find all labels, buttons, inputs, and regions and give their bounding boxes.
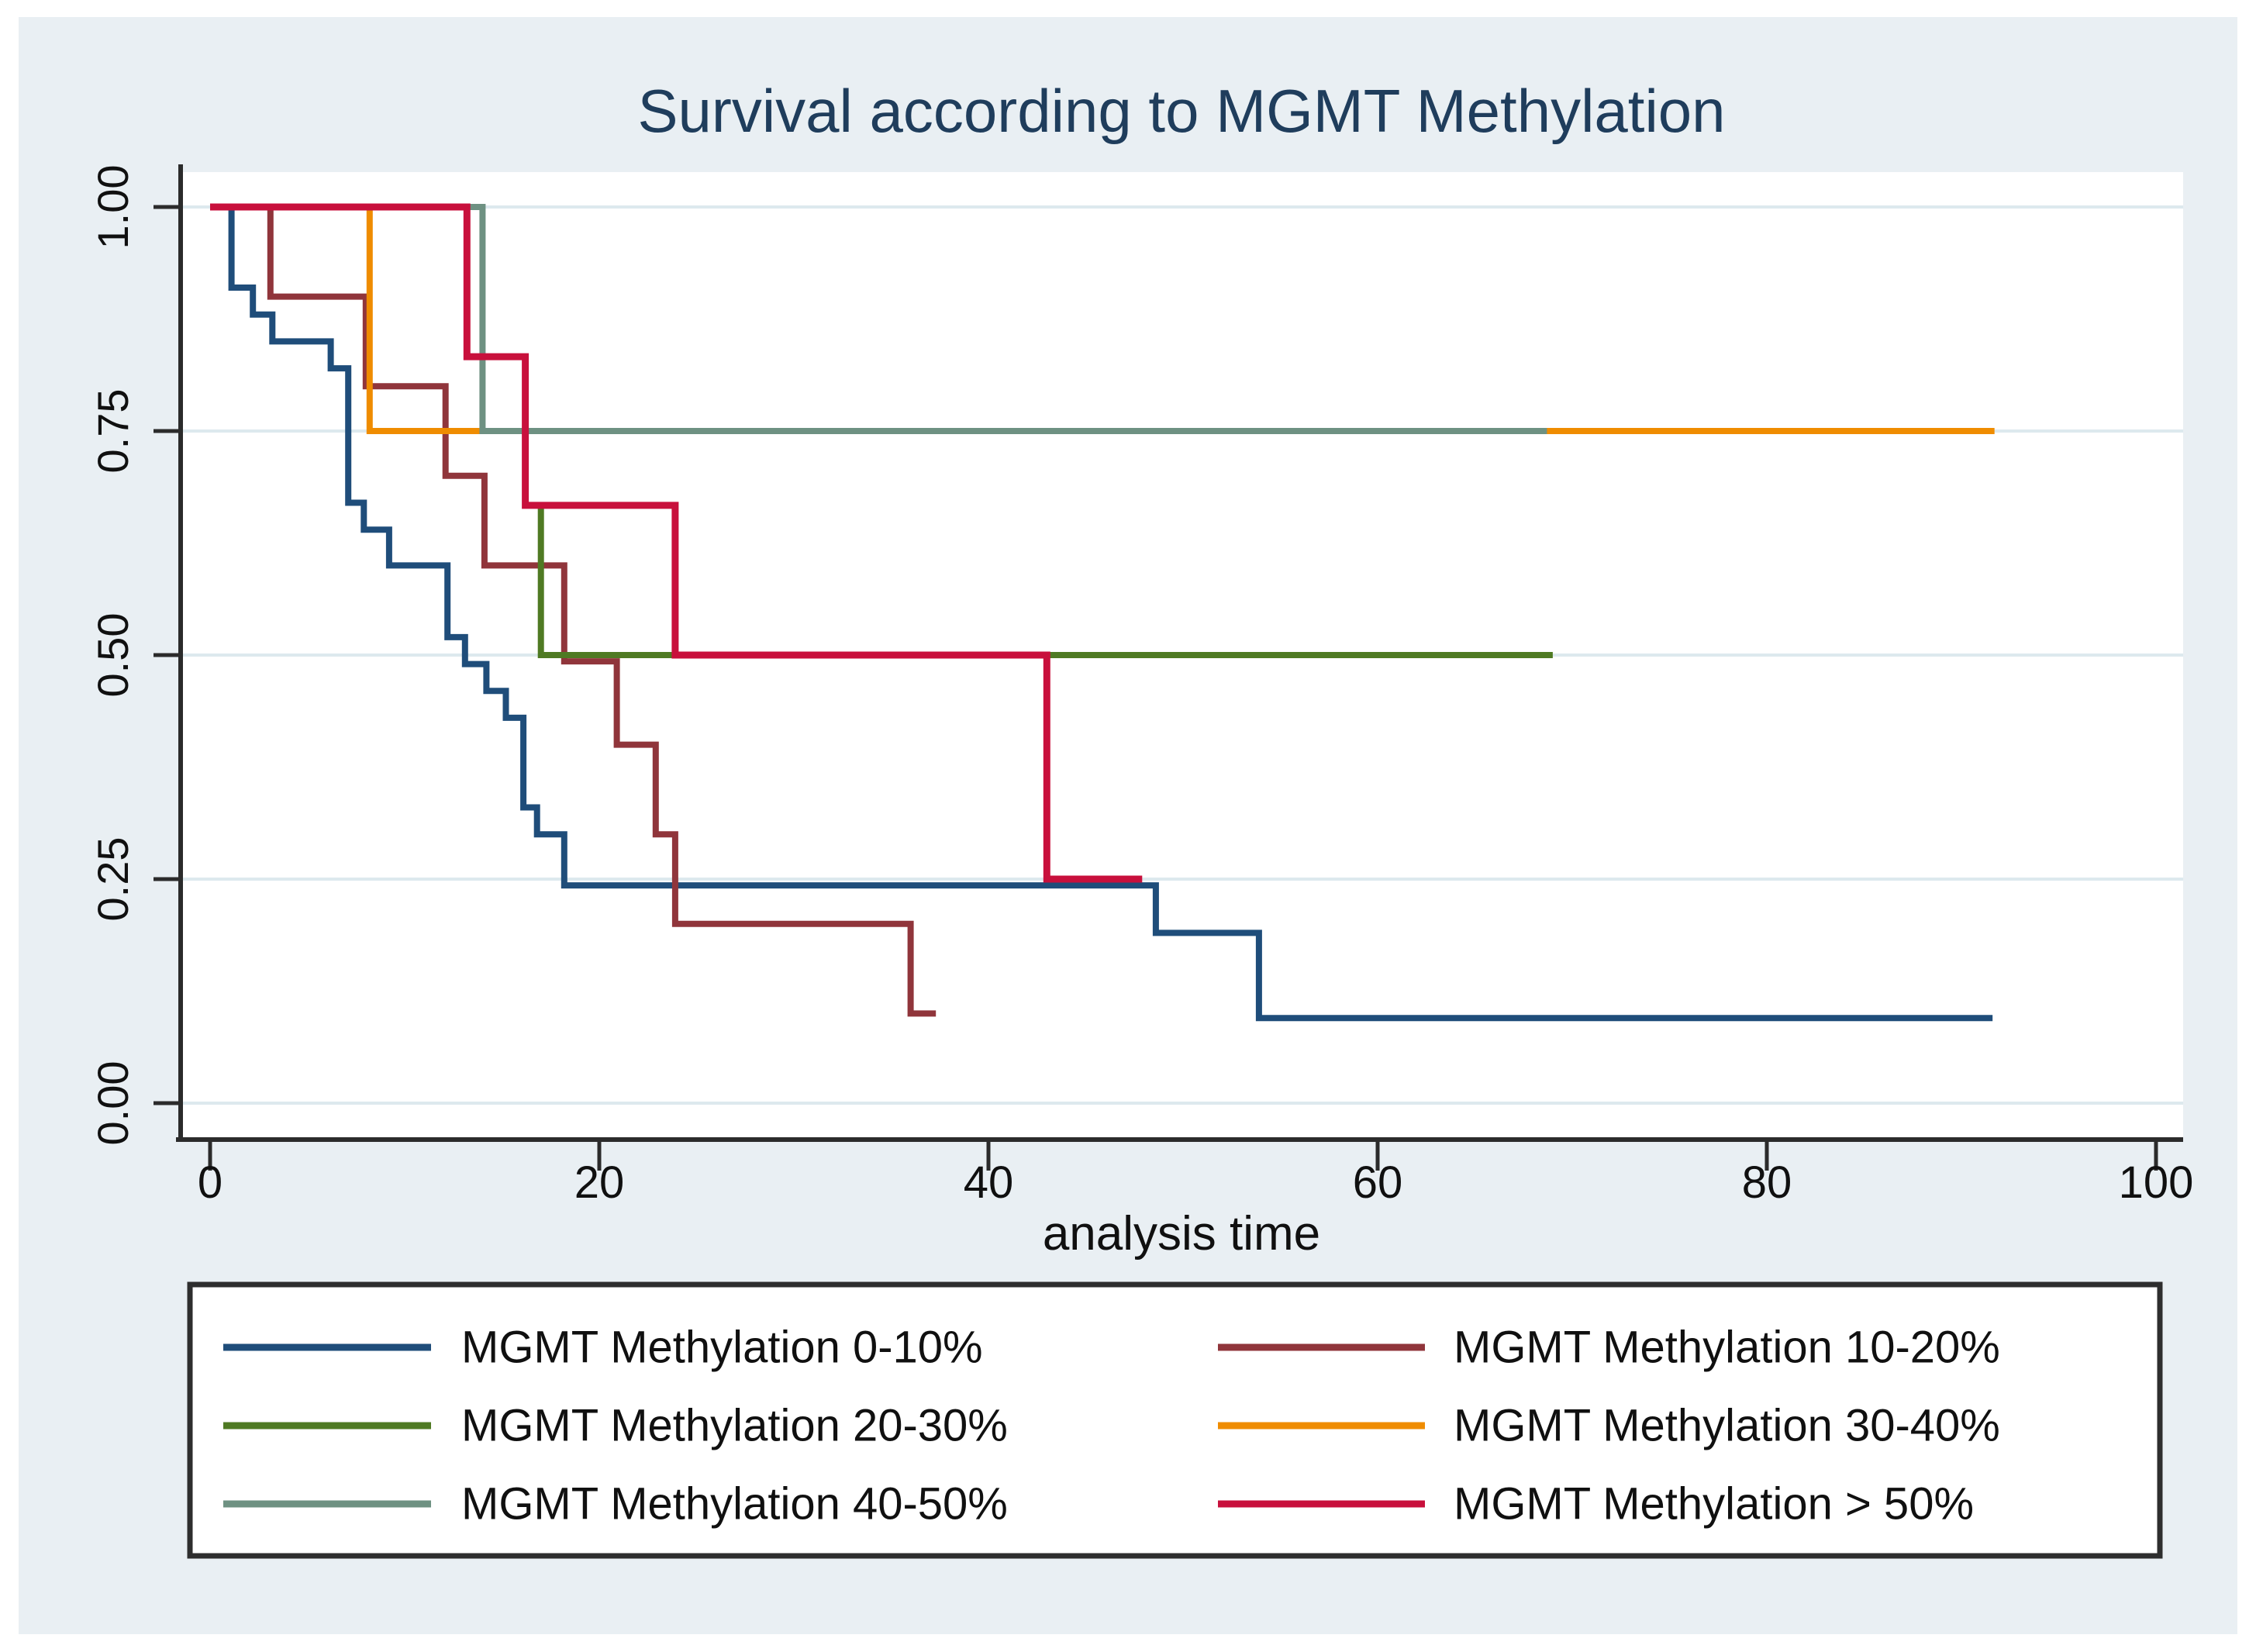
legend-item: MGMT Methylation 0-10%: [223, 1323, 983, 1373]
legend-label: MGMT Methylation 0-10%: [461, 1323, 983, 1373]
y-tick-label-0.50: 0.50: [88, 613, 137, 698]
legend-item: MGMT Methylation > 50%: [1218, 1479, 1974, 1530]
legend-box: [187, 1281, 2163, 1559]
legend-item: MGMT Methylation 40-50%: [223, 1479, 1008, 1530]
chart-title: Survival according to MGMT Methylation: [637, 77, 1725, 145]
km-curve-mgmt-methylation-0-10-: [210, 204, 1993, 1022]
y-tick-label-0.75: 0.75: [88, 389, 137, 474]
km-curve-mgmt-methylation-50-: [210, 203, 1143, 883]
x-tick-label-40: 40: [964, 1157, 1014, 1208]
x-tick-label-80: 80: [1742, 1157, 1792, 1208]
x-tick-label-0: 0: [198, 1157, 222, 1208]
legend-label: MGMT Methylation 10-20%: [1454, 1323, 2000, 1373]
x-tick-label-20: 20: [574, 1157, 625, 1208]
legend-label: MGMT Methylation > 50%: [1454, 1479, 1974, 1530]
x-axis-label: analysis time: [1043, 1207, 1320, 1261]
legend-item: MGMT Methylation 30-40%: [1218, 1401, 2000, 1451]
survival-curves: [210, 203, 1995, 1022]
legend-label: MGMT Methylation 40-50%: [461, 1479, 1008, 1530]
y-tick-label-1.00: 1.00: [88, 165, 137, 250]
y-tick-label-0.00: 0.00: [88, 1061, 137, 1146]
x-tick-label-100: 100: [2119, 1157, 2194, 1208]
legend-label: MGMT Methylation 30-40%: [1454, 1401, 2000, 1451]
legend: MGMT Methylation 0-10% MGMT Methylation 1…: [187, 1281, 2163, 1559]
legend-label: MGMT Methylation 20-30%: [461, 1401, 1008, 1451]
legend-item: MGMT Methylation 20-30%: [223, 1401, 1008, 1451]
tick-labels: 0.00 0.25 0.50 0.75 1.00 0 20 40 60 80 100: [88, 165, 2194, 1209]
legend-item: MGMT Methylation 10-20%: [1218, 1323, 2000, 1373]
x-tick-label-60: 60: [1353, 1157, 1403, 1208]
km-curve-mgmt-methylation-10-20-: [210, 204, 937, 1017]
y-tick-label-0.25: 0.25: [88, 837, 137, 922]
